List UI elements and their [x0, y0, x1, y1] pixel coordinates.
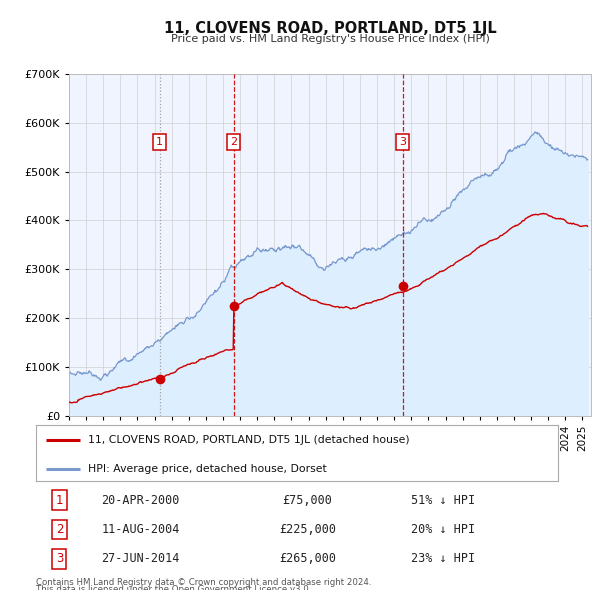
Text: £75,000: £75,000	[283, 494, 332, 507]
Text: 23% ↓ HPI: 23% ↓ HPI	[411, 552, 475, 565]
Text: Price paid vs. HM Land Registry's House Price Index (HPI): Price paid vs. HM Land Registry's House …	[170, 34, 490, 44]
Text: HPI: Average price, detached house, Dorset: HPI: Average price, detached house, Dors…	[88, 464, 327, 474]
Text: 11, CLOVENS ROAD, PORTLAND, DT5 1JL: 11, CLOVENS ROAD, PORTLAND, DT5 1JL	[164, 21, 496, 35]
Text: Contains HM Land Registry data © Crown copyright and database right 2024.: Contains HM Land Registry data © Crown c…	[36, 578, 371, 587]
Text: 20% ↓ HPI: 20% ↓ HPI	[411, 523, 475, 536]
Text: This data is licensed under the Open Government Licence v3.0.: This data is licensed under the Open Gov…	[36, 585, 311, 590]
Text: 27-JUN-2014: 27-JUN-2014	[101, 552, 179, 565]
Text: 51% ↓ HPI: 51% ↓ HPI	[411, 494, 475, 507]
Text: 2: 2	[230, 137, 237, 147]
Text: £225,000: £225,000	[279, 523, 336, 536]
Text: 1: 1	[56, 494, 63, 507]
Text: 20-APR-2000: 20-APR-2000	[101, 494, 179, 507]
Text: 2: 2	[56, 523, 63, 536]
Text: 11-AUG-2004: 11-AUG-2004	[101, 523, 179, 536]
Text: 3: 3	[56, 552, 63, 565]
Text: £265,000: £265,000	[279, 552, 336, 565]
Text: 11, CLOVENS ROAD, PORTLAND, DT5 1JL (detached house): 11, CLOVENS ROAD, PORTLAND, DT5 1JL (det…	[88, 435, 410, 445]
Text: 1: 1	[156, 137, 163, 147]
Text: 3: 3	[399, 137, 406, 147]
